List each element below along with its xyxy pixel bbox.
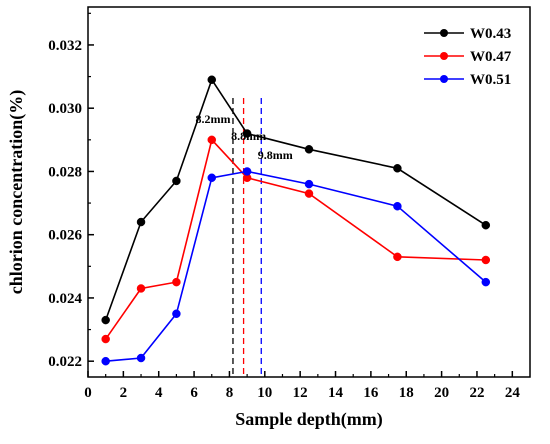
- legend: W0.43 W0.47 W0.51: [424, 26, 512, 88]
- x-tick-label: 18: [399, 385, 414, 401]
- x-tick-label: 0: [84, 385, 92, 401]
- data-point: [304, 189, 314, 198]
- x-tick-label: 22: [469, 385, 484, 401]
- plot-border: [87, 6, 531, 378]
- y-tick-label: 0.030: [48, 101, 82, 117]
- data-point: [172, 277, 181, 287]
- legend-label: W0.47: [470, 49, 512, 65]
- data-point: [136, 217, 146, 227]
- data-point: [481, 255, 491, 265]
- x-tick-label: 4: [155, 385, 163, 401]
- data-point: [172, 309, 181, 319]
- x-tick-label: 24: [505, 385, 521, 401]
- depth-marker-label: 8.8mm: [231, 129, 266, 143]
- depth-marker-label: 8.2mm: [195, 112, 230, 126]
- x-tick-label: 2: [120, 385, 128, 401]
- data-point: [242, 167, 252, 176]
- legend-label: W0.43: [470, 26, 511, 42]
- data-point: [481, 277, 491, 287]
- legend-marker: [440, 29, 448, 37]
- data-point: [101, 356, 110, 366]
- y-tick-label: 0.028: [48, 164, 82, 180]
- data-point: [207, 173, 217, 183]
- data-point: [207, 75, 217, 84]
- legend-label: W0.51: [470, 72, 511, 88]
- series-line: [104, 77, 487, 321]
- data-point: [481, 220, 491, 230]
- x-axis-ticks: 0 2 4 6 8 10 12 14 16 18 20 22 24: [84, 371, 520, 401]
- depth-markers: [232, 98, 262, 377]
- plot-frame: [87, 6, 531, 378]
- y-axis-ticks: 0.022 0.024 0.026 0.028 0.030 0.032: [48, 12, 94, 370]
- data-point: [304, 179, 314, 189]
- data-point: [393, 252, 402, 262]
- data-point: [393, 201, 402, 211]
- y-tick-label: 0.024: [48, 291, 82, 307]
- data-point: [242, 129, 252, 138]
- data-point: [304, 145, 314, 154]
- legend-marker: [440, 75, 448, 83]
- x-tick-label: 12: [293, 385, 308, 401]
- data-point: [136, 353, 146, 363]
- data-point: [101, 334, 110, 344]
- data-point: [136, 284, 146, 293]
- data-point: [207, 135, 217, 145]
- series-line: [105, 138, 486, 340]
- x-tick-label: 10: [257, 385, 272, 401]
- x-tick-label: 16: [363, 385, 379, 401]
- series-lines: [101, 75, 491, 366]
- x-tick-label: 8: [226, 385, 234, 401]
- y-tick-label: 0.022: [48, 354, 82, 370]
- series-line: [105, 170, 487, 362]
- x-tick-label: 14: [328, 385, 344, 401]
- data-point: [101, 315, 110, 325]
- y-tick-label: 0.026: [48, 228, 82, 244]
- x-axis-title: Sample depth(mm): [235, 409, 383, 430]
- y-axis-title: chlorion concentration(%): [6, 90, 27, 294]
- y-tick-label: 0.032: [48, 38, 82, 54]
- data-point: [393, 164, 402, 173]
- legend-marker: [440, 52, 448, 60]
- depth-marker-label: 9.8mm: [258, 148, 293, 162]
- x-tick-label: 6: [190, 385, 198, 401]
- data-point: [172, 176, 181, 186]
- x-tick-label: 20: [434, 385, 449, 401]
